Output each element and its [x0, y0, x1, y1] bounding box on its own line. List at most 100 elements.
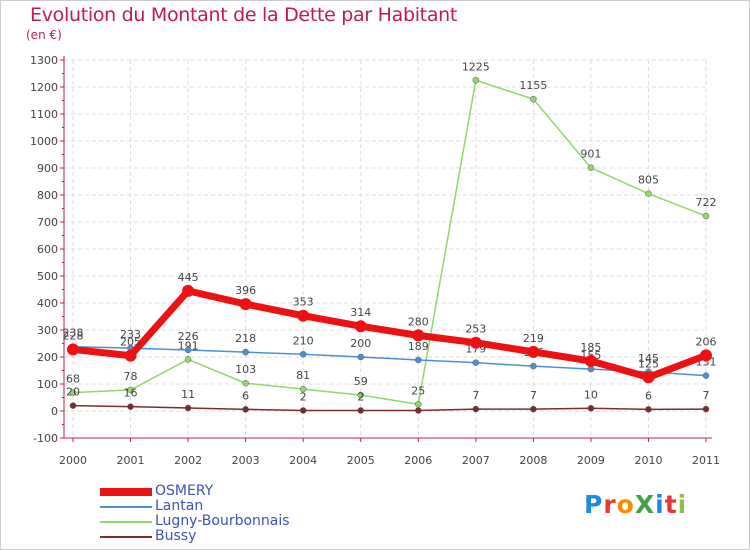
data-label-osmery: 228 — [63, 329, 84, 342]
legend-item-lugny-bourbonnais: Lugny-Bourbonnais — [100, 514, 290, 529]
data-point-bussy — [645, 406, 652, 413]
data-point-lantan — [357, 353, 364, 361]
data-point-osmery — [412, 329, 425, 342]
legend-label-osmery: OSMERY — [155, 483, 214, 499]
chart-subtitle: (en €) — [26, 28, 62, 42]
logo-letter: P — [584, 490, 604, 519]
data-label-lugny-bourbonnais: 103 — [235, 363, 256, 376]
x-tick-label: 2010 — [634, 454, 662, 467]
x-tick-label: 2006 — [404, 454, 432, 467]
data-label-osmery: 219 — [523, 332, 544, 345]
data-point-osmery — [469, 336, 482, 349]
data-point-bussy — [702, 405, 710, 413]
series-line-osmery — [72, 287, 708, 381]
data-label-lugny-bourbonnais: 1225 — [462, 60, 490, 73]
data-point-lugny-bourbonnais — [357, 391, 364, 399]
data-point-bussy — [415, 407, 422, 414]
y-tick-label: 1200 — [30, 81, 58, 94]
data-point-bussy — [127, 403, 134, 410]
data-point-lantan — [472, 359, 480, 366]
data-label-bussy: 2 — [357, 390, 364, 403]
y-tick-label: 1100 — [30, 108, 58, 121]
data-point-bussy — [472, 405, 480, 413]
data-label-lugny-bourbonnais: 78 — [124, 370, 138, 383]
logo-letter: t — [664, 490, 678, 519]
series-line-lantan — [72, 345, 707, 377]
y-tick-label: 700 — [37, 216, 58, 229]
data-point-lantan — [184, 346, 192, 354]
logo-letter: o — [616, 490, 635, 519]
legend-label-lugny-bourbonnais: Lugny-Bourbonnais — [155, 513, 290, 529]
legend-label-lantan: Lantan — [155, 498, 204, 514]
data-point-bussy — [587, 405, 595, 412]
x-tick-label: 2003 — [232, 454, 260, 467]
data-label-lantan: 210 — [293, 334, 314, 347]
y-tick-label: 500 — [37, 270, 58, 283]
legend-item-bussy: Bussy — [100, 529, 290, 544]
data-label-lantan: 189 — [408, 340, 429, 353]
data-label-osmery: 206 — [696, 335, 717, 348]
data-label-bussy: 6 — [645, 389, 652, 402]
x-tick-label: 2000 — [59, 454, 87, 467]
x-tick-label: 2001 — [117, 454, 145, 467]
legend-swatch-bussy — [100, 535, 152, 538]
data-point-osmery — [124, 349, 137, 362]
data-label-bussy: 7 — [530, 389, 537, 402]
data-label-osmery: 353 — [293, 296, 314, 309]
data-label-osmery: 205 — [120, 336, 141, 349]
data-label-lugny-bourbonnais: 901 — [580, 148, 601, 161]
data-label-lugny-bourbonnais: 59 — [354, 375, 368, 388]
data-point-bussy — [69, 402, 77, 409]
data-label-bussy: 2 — [300, 390, 307, 403]
legend-item-osmery: OSMERY — [100, 484, 290, 499]
data-point-lugny-bourbonnais — [587, 164, 595, 171]
data-point-lugny-bourbonnais — [415, 401, 422, 408]
data-point-bussy — [184, 404, 192, 412]
y-tick-label: 200 — [37, 351, 58, 364]
data-label-bussy: 10 — [584, 388, 598, 401]
data-label-bussy: 7 — [472, 389, 479, 402]
x-tick-label: 2007 — [462, 454, 490, 467]
data-point-lugny-bourbonnais — [69, 389, 77, 396]
x-tick-label: 2011 — [692, 454, 720, 467]
data-label-osmery: 314 — [350, 306, 371, 319]
y-tick-label: 0 — [51, 405, 58, 418]
data-label-bussy: 20 — [66, 386, 80, 399]
y-tick-label: 600 — [37, 243, 58, 256]
proxiti-logo: ProXiti — [584, 490, 687, 519]
data-point-osmery — [700, 349, 712, 362]
y-tick-label: 1300 — [30, 54, 58, 67]
chart-legend: OSMERY Lantan Lugny-Bourbonnais Bussy — [100, 484, 290, 544]
data-point-osmery — [182, 284, 195, 297]
logo-letter: i — [655, 490, 665, 519]
data-label-lantan: 218 — [235, 332, 256, 345]
data-point-lugny-bourbonnais — [299, 385, 307, 393]
logo-letter: r — [603, 490, 617, 519]
data-label-osmery: 396 — [235, 284, 256, 297]
data-label-bussy: 7 — [703, 389, 710, 402]
y-tick-label: 800 — [37, 189, 58, 202]
data-point-lugny-bourbonnais — [184, 356, 192, 363]
data-point-lugny-bourbonnais — [472, 77, 480, 84]
data-label-lantan: 226 — [178, 330, 199, 343]
data-point-osmery — [527, 345, 540, 358]
data-point-osmery — [354, 320, 367, 333]
data-point-lantan — [242, 348, 249, 356]
data-point-lugny-bourbonnais — [127, 386, 134, 394]
data-label-bussy: 6 — [242, 389, 249, 402]
data-label-bussy: 16 — [124, 387, 138, 400]
data-label-osmery: 253 — [465, 323, 486, 336]
data-point-bussy — [242, 406, 249, 413]
data-point-lantan — [702, 372, 710, 379]
logo-letter: X — [634, 490, 656, 519]
data-label-bussy: 11 — [181, 388, 195, 401]
legend-swatch-lugny-bourbonnais — [100, 520, 152, 523]
data-label-lantan: 200 — [350, 337, 371, 350]
data-point-lugny-bourbonnais — [242, 379, 249, 387]
y-tick-label: 300 — [37, 324, 58, 337]
x-tick-label: 2004 — [289, 454, 317, 467]
data-point-bussy — [299, 407, 307, 414]
data-label-lugny-bourbonnais: 81 — [296, 369, 310, 382]
